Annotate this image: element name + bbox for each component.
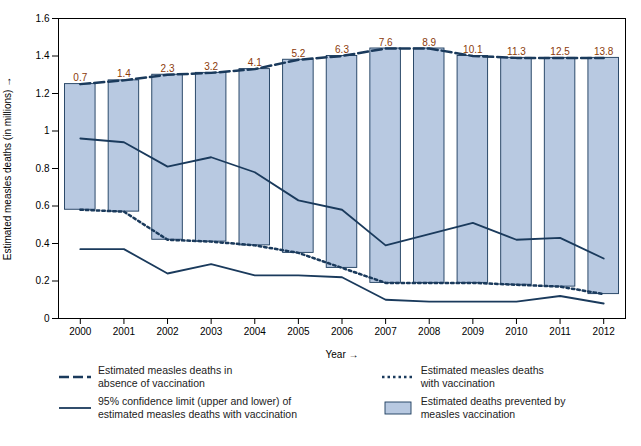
svg-text:0.6: 0.6 [36, 200, 50, 211]
svg-text:2000: 2000 [69, 326, 92, 337]
svg-text:Estimated measles deaths (in m: Estimated measles deaths (in millions) → [2, 77, 13, 260]
svg-text:Year →: Year → [326, 349, 359, 360]
svg-text:2012: 2012 [593, 326, 616, 337]
svg-text:1.4: 1.4 [36, 50, 50, 61]
svg-text:12.5: 12.5 [550, 46, 570, 57]
svg-text:1.2: 1.2 [36, 88, 50, 99]
svg-text:3.2: 3.2 [204, 61, 218, 72]
svg-text:0.7: 0.7 [73, 72, 87, 83]
svg-text:2005: 2005 [287, 326, 310, 337]
svg-text:0.2: 0.2 [36, 275, 50, 286]
svg-text:4.1: 4.1 [248, 57, 262, 68]
svg-text:2.3: 2.3 [161, 63, 175, 74]
svg-text:2007: 2007 [374, 326, 397, 337]
svg-text:6.3: 6.3 [335, 44, 349, 55]
html-text:Estimated deaths prevented by: Estimated deaths prevented by measles va… [420, 395, 566, 420]
svg-text:11.3: 11.3 [507, 46, 526, 57]
svg-text:0.8: 0.8 [36, 163, 50, 174]
svg-text:2001: 2001 [113, 326, 136, 337]
svg-text:2011: 2011 [549, 326, 571, 337]
svg-text:0.4: 0.4 [36, 238, 50, 249]
html-text:Estimated measles deaths in ab: Estimated measles deaths in absence of v… [98, 364, 233, 389]
svg-text:2009: 2009 [462, 326, 485, 337]
html-text:95% confidence limit (upper an: 95% confidence limit (upper and lower) o… [98, 395, 297, 420]
svg-text:8.9: 8.9 [422, 37, 436, 48]
svg-text:2003: 2003 [200, 326, 223, 337]
svg-text:1.6: 1.6 [36, 13, 50, 24]
svg-text:2010: 2010 [505, 326, 528, 337]
svg-text:2004: 2004 [244, 326, 267, 337]
svg-text:1.4: 1.4 [117, 68, 131, 79]
svg-text:7.6: 7.6 [379, 37, 393, 48]
svg-text:0: 0 [44, 313, 50, 324]
svg-text:13.8: 13.8 [594, 46, 614, 57]
html-text:Estimated measles deaths with: Estimated measles deaths with vaccinatio… [420, 364, 544, 389]
svg-text:10.1: 10.1 [463, 44, 483, 55]
svg-text:1: 1 [44, 125, 50, 136]
svg-text:5.2: 5.2 [291, 48, 305, 59]
svg-text:2006: 2006 [331, 326, 354, 337]
svg-text:2002: 2002 [156, 326, 179, 337]
svg-text:2008: 2008 [418, 326, 441, 337]
